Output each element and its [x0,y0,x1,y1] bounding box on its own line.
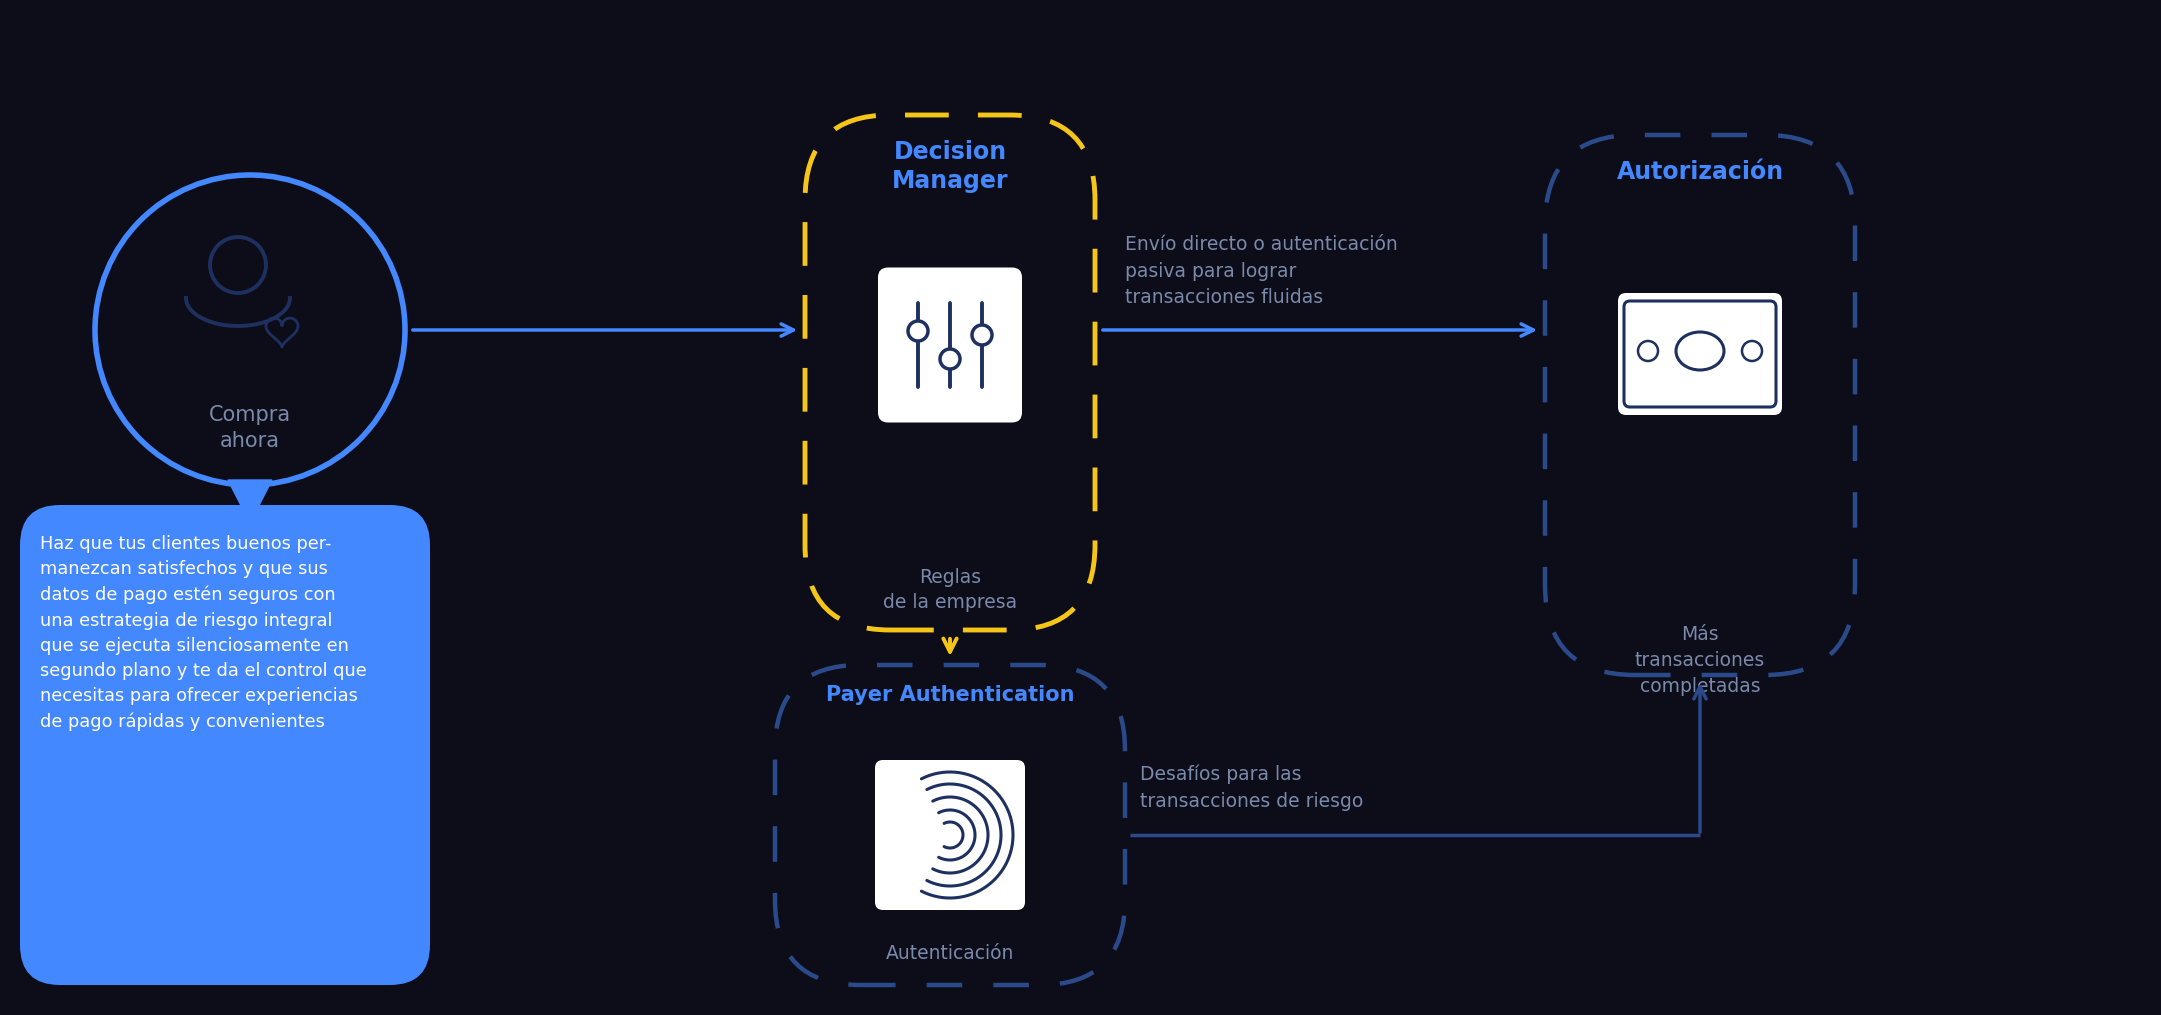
Text: Compra
ahora: Compra ahora [210,405,292,451]
Polygon shape [229,480,272,523]
FancyBboxPatch shape [1619,293,1783,415]
FancyBboxPatch shape [1625,301,1776,407]
Text: Haz que tus clientes buenos per-
manezcan satisfechos y que sus
datos de pago es: Haz que tus clientes buenos per- manezca… [41,535,367,732]
Text: Autorización: Autorización [1616,160,1783,184]
FancyBboxPatch shape [877,268,1022,422]
Text: Más
transacciones
completadas: Más transacciones completadas [1636,625,1766,695]
Circle shape [1742,341,1761,361]
Text: Envío directo o autenticación
pasiva para lograr
transacciones fluidas: Envío directo o autenticación pasiva par… [1126,235,1398,307]
Ellipse shape [1677,332,1724,370]
Text: Decision
Manager: Decision Manager [892,140,1009,193]
Text: Autenticación: Autenticación [886,944,1014,963]
Circle shape [940,349,959,369]
Text: Payer Authentication: Payer Authentication [826,685,1074,705]
Text: Reglas
de la empresa: Reglas de la empresa [884,568,1018,612]
FancyBboxPatch shape [875,760,1024,910]
Text: Desafíos para las
transacciones de riesgo: Desafíos para las transacciones de riesg… [1141,765,1364,811]
FancyBboxPatch shape [19,505,430,985]
Circle shape [908,321,927,341]
Circle shape [1638,341,1657,361]
Circle shape [972,325,992,345]
